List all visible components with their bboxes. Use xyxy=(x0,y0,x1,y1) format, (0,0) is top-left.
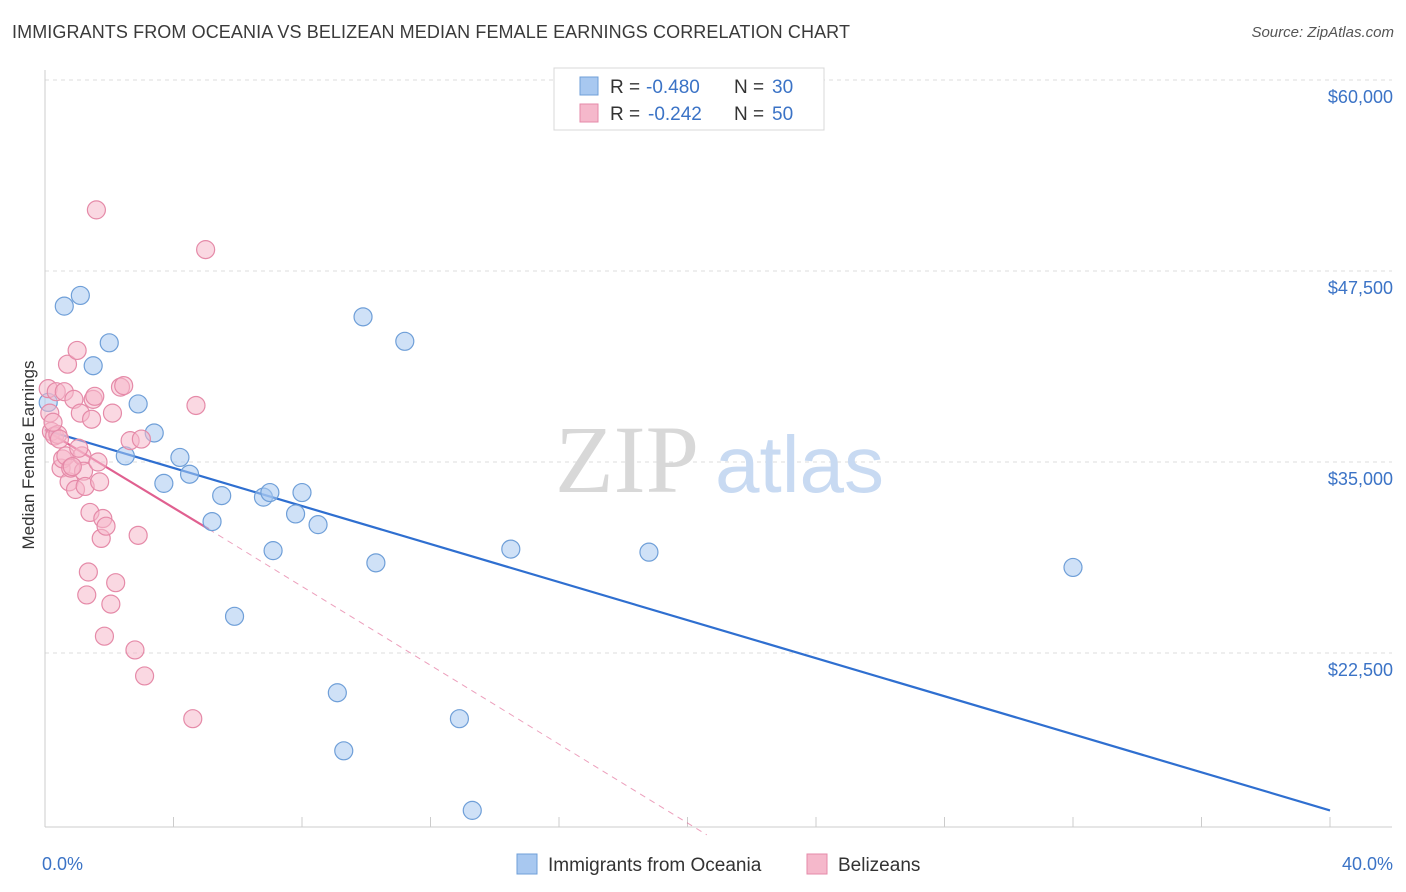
legend-n-label-1: N = xyxy=(734,77,764,98)
oceania-point-4 xyxy=(99,333,119,353)
belizean-point-10 xyxy=(57,354,78,374)
belizean-point-39 xyxy=(128,525,148,545)
belizean-point-15 xyxy=(67,340,87,361)
watermark: ZIP atlas xyxy=(555,406,884,513)
belizean-point-37 xyxy=(114,376,134,396)
source-label: Source: ZipAtlas.com xyxy=(1251,24,1394,41)
belizean-point-34 xyxy=(102,403,123,423)
oceania-point-9 xyxy=(170,447,190,468)
y-tick-label-2: $47,500 xyxy=(1328,278,1393,298)
bottom-legend-swatch-belizeans xyxy=(806,853,828,875)
belizean-point-45 xyxy=(62,456,82,477)
belizean-point-49 xyxy=(131,429,151,449)
belizean-point-21 xyxy=(78,562,98,582)
y-tick-label-3: $60,000 xyxy=(1328,87,1393,107)
oceania-point-2 xyxy=(70,285,90,306)
y-axis-label: Median Female Earnings xyxy=(19,361,38,550)
y-tick-labels: $22,500 $35,000 $47,500 $60,000 xyxy=(1328,87,1393,680)
legend-box: R = -0.480 N = 30 R = -0.242 N = 50 xyxy=(553,67,825,131)
oceania-point-1 xyxy=(54,296,74,316)
chart-title: IMMIGRANTS FROM OCEANIA VS BELIZEAN MEDI… xyxy=(12,22,851,42)
trend-extension-1 xyxy=(208,528,708,836)
oceania-point-18 xyxy=(292,482,312,503)
oceania-point-19 xyxy=(308,515,328,535)
belizean-point-31 xyxy=(94,626,115,646)
x-tick-label-0: 0.0% xyxy=(42,854,83,874)
oceania-point-24 xyxy=(395,331,415,351)
belizean-point-23 xyxy=(81,409,102,429)
belizean-point-25 xyxy=(85,386,105,406)
watermark-atlas: atlas xyxy=(715,420,884,509)
x-tick-labels: 0.0% 40.0% xyxy=(42,854,1393,874)
oceania-point-20 xyxy=(327,683,347,703)
axes xyxy=(44,70,1392,828)
belizean-point-38 xyxy=(125,640,145,660)
oceania-point-12 xyxy=(212,486,232,506)
belizean-point-40 xyxy=(134,666,155,686)
oceania-point-11 xyxy=(202,511,222,532)
oceania-point-15 xyxy=(260,482,280,503)
bottom-legend: Immigrants from Oceania Belizeans xyxy=(516,853,920,876)
belizean-point-27 xyxy=(88,452,108,472)
oceania-point-29 xyxy=(1063,557,1083,578)
oceania-point-8 xyxy=(154,473,174,493)
oceania-point-25 xyxy=(449,709,470,729)
oceania-point-26 xyxy=(462,800,482,820)
bottom-legend-belizeans: Belizeans xyxy=(838,855,920,876)
oceania-point-28 xyxy=(639,542,659,562)
belizean-point-43 xyxy=(196,240,216,260)
legend-n-label-2: N = xyxy=(734,104,764,125)
bottom-legend-oceania: Immigrants from Oceania xyxy=(548,855,762,876)
belizean-point-26 xyxy=(86,200,107,220)
belizean-point-35 xyxy=(106,573,126,593)
oceania-point-16 xyxy=(263,541,283,561)
bottom-legend-swatch-oceania xyxy=(516,853,538,875)
legend-swatch-belizeans xyxy=(579,103,599,123)
legend-r-label-1: R = xyxy=(610,77,640,98)
oceania-point-6 xyxy=(128,394,148,414)
oceania-point-27 xyxy=(501,539,521,559)
oceania-point-23 xyxy=(366,553,386,573)
oceania-point-13 xyxy=(224,606,245,626)
belizean-point-48 xyxy=(43,412,63,432)
belizean-point-20 xyxy=(77,585,97,605)
belizean-point-42 xyxy=(186,395,206,416)
belizean-point-41 xyxy=(183,709,203,729)
y-tick-label-1: $35,000 xyxy=(1328,469,1393,489)
grid-lines xyxy=(45,79,1392,654)
oceania-point-3 xyxy=(83,356,103,376)
belizean-point-28 xyxy=(90,472,110,492)
belizean-point-33 xyxy=(101,594,121,614)
legend-n-value-2: 50 xyxy=(772,104,793,125)
data-points xyxy=(38,200,1083,820)
belizean-point-46 xyxy=(69,438,89,458)
oceania-point-22 xyxy=(353,307,373,327)
belizean-point-32 xyxy=(96,516,116,536)
legend-n-value-1: 30 xyxy=(772,77,793,98)
x-tick-label-1: 40.0% xyxy=(1342,854,1393,874)
y-tick-label-0: $22,500 xyxy=(1328,660,1393,680)
watermark-zip: ZIP xyxy=(555,406,699,513)
belizean-point-44 xyxy=(49,429,70,449)
oceania-point-21 xyxy=(334,741,354,761)
oceania-point-10 xyxy=(179,464,200,484)
legend-swatch-oceania xyxy=(579,76,599,96)
oceania-point-17 xyxy=(285,504,306,524)
legend-r-label-2: R = xyxy=(610,104,640,125)
legend-r-value-1: -0.480 xyxy=(646,77,700,98)
legend-r-value-2: -0.242 xyxy=(648,104,702,125)
